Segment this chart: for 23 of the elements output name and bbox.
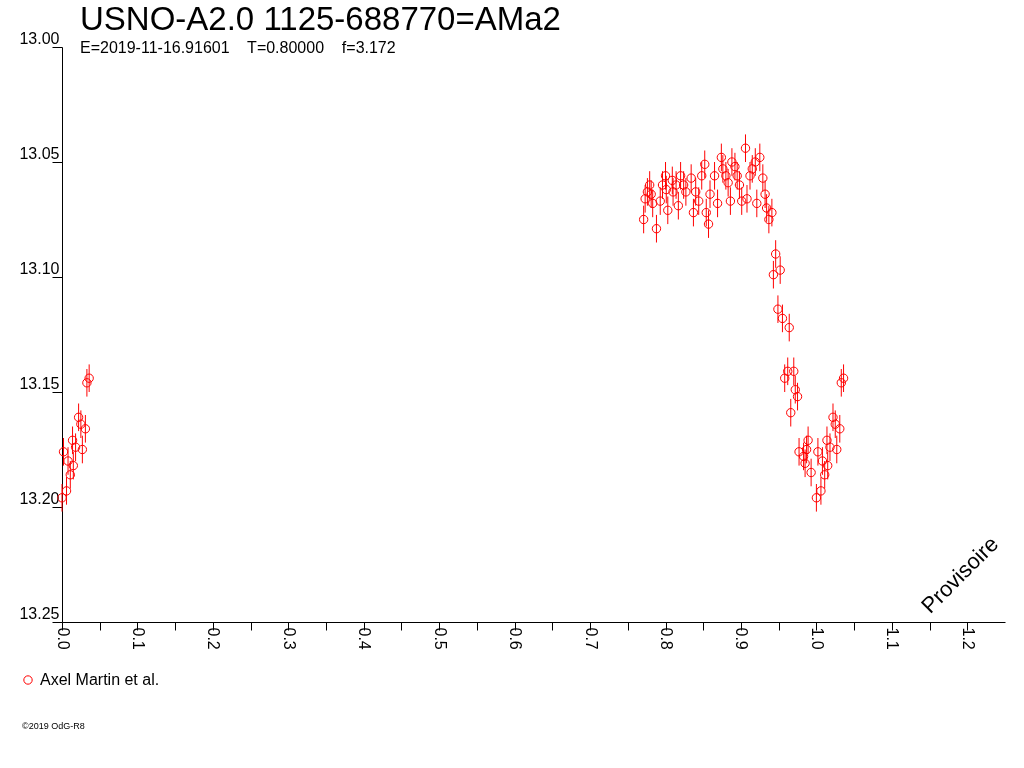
x-tick-label: 0.4 xyxy=(356,627,374,650)
legend-label: Axel Martin et al. xyxy=(40,671,160,688)
x-tick-label: 0.7 xyxy=(582,627,600,650)
chart-title: USNO-A2.0 1125-688770=AMa2 xyxy=(80,0,561,37)
x-tick-label: 0.3 xyxy=(280,627,298,650)
x-tick-label: 1.0 xyxy=(808,627,826,650)
x-tick-label: 1.2 xyxy=(959,627,977,650)
x-tick-label: 0.0 xyxy=(54,627,72,650)
x-tick-label: 0.8 xyxy=(658,627,676,650)
chart-subtitle: E=2019-11-16.91601 T=0.80000 f=3.172 xyxy=(80,39,396,56)
y-tick-label: 13.25 xyxy=(19,604,60,622)
x-tick-label: 1.1 xyxy=(884,627,902,650)
y-tick-label: 13.20 xyxy=(19,489,60,507)
y-tick-label: 13.10 xyxy=(19,259,60,277)
y-tick-label: 13.00 xyxy=(19,29,60,47)
x-tick-label: 0.9 xyxy=(733,627,751,650)
y-tick-label: 13.15 xyxy=(19,374,60,392)
x-tick-label: 0.6 xyxy=(507,627,525,650)
y-tick-label: 13.05 xyxy=(19,144,60,162)
x-tick-label: 0.2 xyxy=(205,627,223,650)
text: ©2019 OdG-R8 xyxy=(22,721,85,731)
x-tick-label: 0.1 xyxy=(129,627,147,650)
x-tick-label: 0.5 xyxy=(431,627,449,650)
